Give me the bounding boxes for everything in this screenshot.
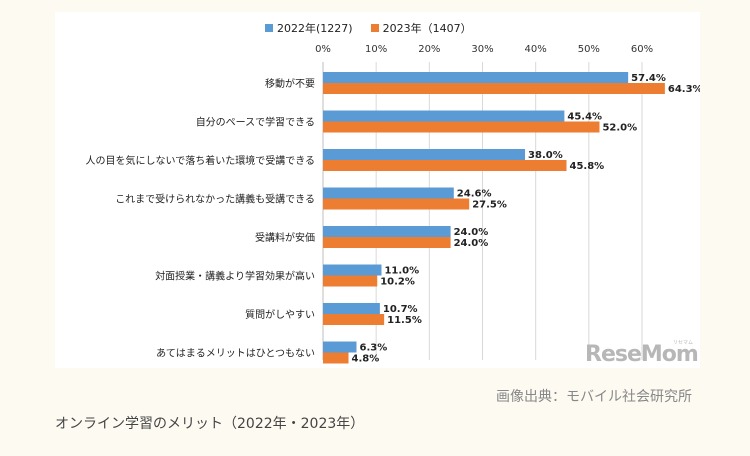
- data-label-2023: 52.0%: [602, 123, 637, 134]
- legend-label-2023: 2023年（1407）: [382, 22, 472, 35]
- bar-2023: [323, 275, 378, 287]
- data-label-2023: 27.5%: [472, 200, 507, 211]
- data-label-2022: 38.0%: [528, 150, 563, 161]
- category-label: これまで受けられなかった講義も受講できる: [115, 193, 315, 206]
- bar-2023: [323, 314, 385, 325]
- category-label: あてはまるメリットはひとつもない: [156, 348, 315, 360]
- legend-swatch-2022: [265, 24, 273, 32]
- legend-label-2022: 2022年(1227): [277, 22, 353, 35]
- category-label: 対面授業・講義より学習効果が高い: [155, 270, 315, 283]
- data-label-2022: 10.7%: [383, 304, 418, 315]
- bar-2022: [323, 303, 380, 314]
- category-label: 質問がしやすい: [245, 308, 315, 321]
- bar-2022: [323, 226, 451, 237]
- chart-panel: 2022年(1227) 2023年（1407） 0% 10% 20% 30% 40% 50…: [55, 12, 700, 368]
- data-label-2022: 57.4%: [631, 73, 666, 84]
- bar-2022: [323, 187, 454, 199]
- bar-2023: [323, 160, 567, 171]
- data-label-2023: 24.0%: [454, 238, 489, 249]
- data-label-2022: 24.0%: [454, 227, 489, 238]
- x-tick-label: 40%: [525, 44, 547, 55]
- data-label-2022: 45.4%: [567, 112, 602, 123]
- bar-2023: [323, 121, 600, 133]
- legend-item-2023: 2023年（1407）: [370, 20, 472, 36]
- bar-2022: [323, 264, 382, 276]
- data-label-2023: 11.5%: [387, 315, 422, 326]
- bar-2023: [323, 83, 665, 94]
- bar-2022: [323, 149, 526, 160]
- data-label-2022: 6.3%: [359, 343, 387, 354]
- category-label: 自分のペースで学習できる: [196, 116, 315, 129]
- x-tick-label: 20%: [418, 44, 440, 55]
- data-label-2023: 10.2%: [380, 277, 415, 288]
- bar-2022: [323, 110, 565, 122]
- category-label: 受講料が安価: [255, 231, 315, 244]
- category-label: 人の目を気にしないで落ち着いた環境で受講できる: [86, 154, 316, 167]
- bar-2023: [323, 237, 451, 248]
- resemom-logo-sub: リセマム: [673, 340, 694, 346]
- x-tick-label: 0%: [315, 44, 331, 55]
- legend-swatch-2023: [370, 24, 379, 32]
- bar-2023: [323, 352, 349, 364]
- chart-legend: 2022年(1227) 2023年（1407）: [265, 20, 472, 36]
- resemom-logo: ReseMom: [585, 342, 699, 367]
- data-label-2023: 64.3%: [668, 84, 700, 95]
- x-tick-label: 60%: [631, 44, 653, 55]
- x-tick-label: 30%: [471, 44, 493, 55]
- bar-2023: [323, 198, 470, 210]
- x-tick-label: 50%: [578, 44, 600, 55]
- image-source: 画像出典：モバイル社会研究所: [496, 389, 692, 405]
- data-label-2023: 45.8%: [570, 161, 605, 172]
- legend-item-2022: 2022年(1227): [265, 20, 353, 36]
- data-label-2022: 24.6%: [457, 189, 492, 200]
- x-tick-label: 10%: [365, 44, 387, 55]
- bar-2022: [323, 341, 357, 353]
- figure-caption: オンライン学習のメリット（2022年・2023年）: [55, 416, 365, 432]
- data-label-2023: 4.8%: [352, 354, 380, 365]
- bar-2022: [323, 72, 629, 83]
- data-label-2022: 11.0%: [384, 266, 419, 277]
- bar-chart: 0% 10% 20% 30% 40% 50% 60% 移動が不要 57.4%64.3% 自分のペー…: [86, 44, 701, 365]
- category-label: 移動が不要: [265, 77, 315, 90]
